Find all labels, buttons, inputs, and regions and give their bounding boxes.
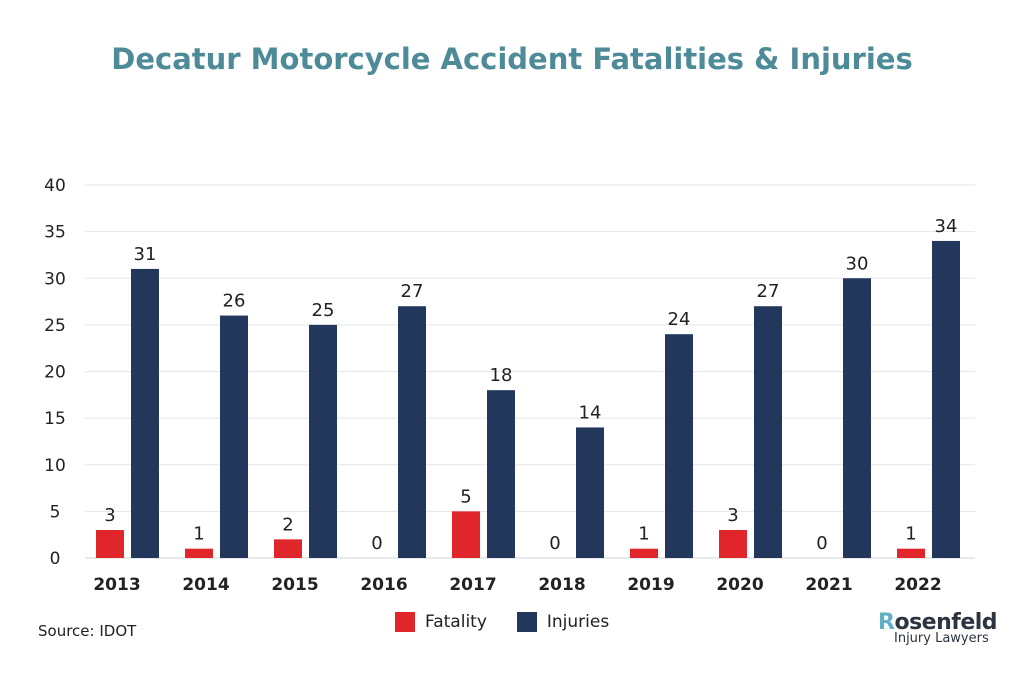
x-tick-label: 2021 bbox=[805, 575, 852, 595]
bar-injuries bbox=[309, 324, 337, 558]
data-label: 0 bbox=[371, 533, 382, 554]
bar-injuries bbox=[754, 306, 782, 558]
y-tick-label: 15 bbox=[44, 409, 66, 429]
y-tick-label: 30 bbox=[44, 269, 66, 289]
source-note: Source: IDOT bbox=[38, 622, 137, 640]
x-tick-label: 2016 bbox=[360, 575, 407, 595]
y-tick-label: 25 bbox=[44, 316, 66, 336]
x-tick-label: 2013 bbox=[93, 575, 140, 595]
data-label: 27 bbox=[757, 281, 780, 302]
bar-fatality bbox=[719, 530, 747, 558]
x-tick-label: 2017 bbox=[449, 575, 496, 595]
data-label: 0 bbox=[549, 533, 560, 554]
data-label: 31 bbox=[134, 244, 157, 265]
bar-injuries bbox=[665, 334, 693, 558]
data-label: 14 bbox=[579, 402, 602, 423]
x-tick-label: 2022 bbox=[894, 575, 941, 595]
bar-injuries bbox=[932, 240, 960, 558]
legend-item-fatality: Fatality bbox=[395, 612, 487, 632]
chart-title: Decatur Motorcycle Accident Fatalities &… bbox=[111, 42, 913, 76]
data-label: 1 bbox=[193, 524, 204, 545]
bar-fatality bbox=[452, 511, 480, 558]
x-tick-label: 2019 bbox=[627, 575, 674, 595]
legend-label: Injuries bbox=[546, 612, 610, 632]
logo-name: osenfeld bbox=[894, 610, 998, 635]
data-label: 3 bbox=[104, 505, 115, 526]
bar-fatality bbox=[96, 530, 124, 558]
data-label: 2 bbox=[282, 514, 293, 535]
data-label: 18 bbox=[490, 365, 513, 386]
data-label: 24 bbox=[668, 309, 691, 330]
data-label: 25 bbox=[312, 300, 335, 321]
data-label: 1 bbox=[638, 524, 649, 545]
legend: Fatality Injuries bbox=[395, 612, 609, 632]
y-tick-label: 40 bbox=[44, 176, 66, 196]
x-tick-label: 2020 bbox=[716, 575, 763, 595]
bar-fatality bbox=[897, 548, 925, 558]
bar-fatality bbox=[630, 548, 658, 558]
y-tick-label: 35 bbox=[44, 223, 66, 243]
bar-fatality bbox=[274, 539, 302, 558]
y-tick-label: 10 bbox=[44, 456, 66, 476]
x-tick-label: 2018 bbox=[538, 575, 585, 595]
y-tick-label: 20 bbox=[44, 363, 66, 383]
logo-subtitle: Injury Lawyers bbox=[894, 631, 989, 646]
bar-injuries bbox=[576, 427, 604, 558]
bar-injuries bbox=[487, 390, 515, 558]
y-tick-label: 5 bbox=[50, 502, 61, 522]
legend-swatch bbox=[516, 612, 537, 632]
data-label: 30 bbox=[846, 253, 869, 274]
logo-initial: R bbox=[878, 610, 895, 635]
data-label: 26 bbox=[223, 291, 246, 312]
x-tick-label: 2014 bbox=[182, 575, 229, 595]
legend-label: Fatality bbox=[425, 612, 487, 632]
logo: Rosenfeld Injury Lawyers bbox=[878, 610, 998, 646]
data-label: 5 bbox=[460, 486, 471, 507]
bar-injuries bbox=[220, 315, 248, 558]
bar-injuries bbox=[131, 268, 159, 558]
data-label: 27 bbox=[401, 281, 424, 302]
bar-injuries bbox=[843, 278, 871, 558]
bar-fatality bbox=[185, 548, 213, 558]
x-tick-label: 2015 bbox=[271, 575, 318, 595]
legend-item-injuries: Injuries bbox=[516, 612, 610, 632]
y-tick-label: 0 bbox=[50, 549, 61, 569]
data-label: 34 bbox=[935, 216, 958, 237]
bar-injuries bbox=[398, 306, 426, 558]
data-label: 0 bbox=[816, 533, 827, 554]
data-label: 1 bbox=[905, 524, 916, 545]
legend-swatch bbox=[395, 612, 415, 632]
data-label: 3 bbox=[727, 505, 738, 526]
